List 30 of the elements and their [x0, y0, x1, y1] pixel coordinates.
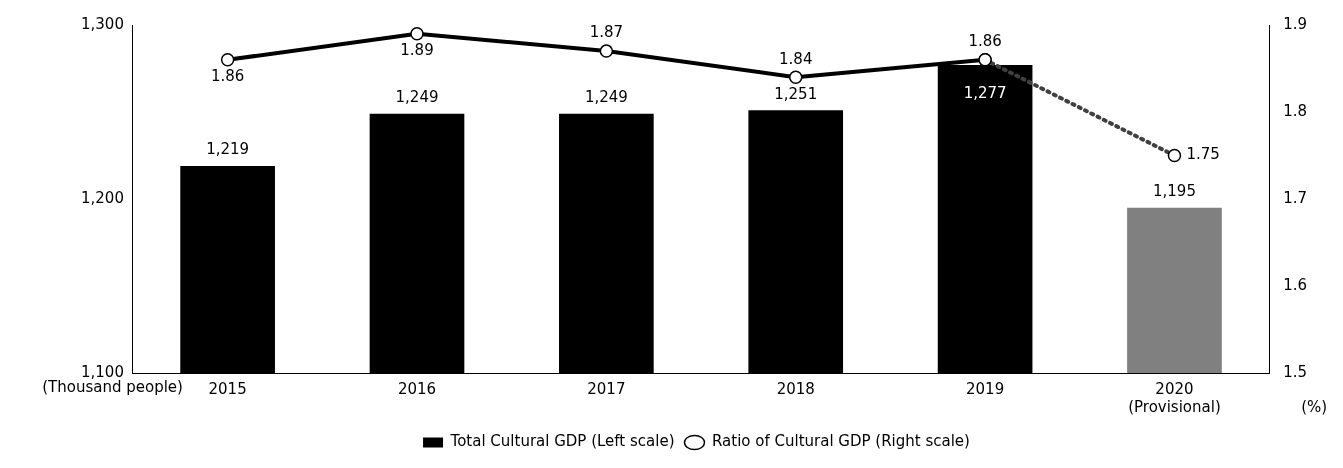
- y-tick-label: 1,200: [80, 188, 124, 207]
- y-axis-title: (Thousand people): [42, 378, 183, 397]
- data-label: 1.75: [1186, 145, 1220, 164]
- x-tick-label: 2018: [776, 379, 815, 398]
- data-label: 1,251: [774, 84, 818, 103]
- y2-tick-label: 1.5: [1283, 362, 1307, 381]
- y-tick-label: 1,300: [80, 14, 124, 33]
- y2-tick-label: 1.7: [1283, 188, 1307, 207]
- y2-tick-label: 1.6: [1283, 275, 1307, 294]
- data-label: 1.86: [210, 67, 245, 86]
- data-label: 1,195: [1152, 182, 1196, 201]
- legend-label: Ratio of Cultural GDP (Right scale): [712, 432, 970, 451]
- data-label: 1.89: [400, 41, 434, 60]
- data-label: 1.87: [589, 23, 624, 42]
- data-label: 1.84: [779, 49, 813, 68]
- y-tick-label: 1,100: [80, 362, 124, 381]
- y2-tick-label: 1.9: [1283, 14, 1307, 33]
- x-tick-label: 2016: [397, 379, 437, 398]
- data-label: 1.86: [968, 32, 1002, 51]
- data-label: 1,277: [963, 84, 1007, 103]
- x-tick-label: 2017: [587, 379, 626, 398]
- x-tick-label: 2019: [966, 379, 1005, 398]
- data-label: 1,219: [206, 140, 250, 159]
- data-label: 1,249: [395, 88, 439, 107]
- y2-tick-label: 1.8: [1283, 101, 1307, 120]
- data-label: 1,249: [584, 88, 628, 107]
- x-tick-label: 2020 (Provisional): [1128, 379, 1221, 416]
- x-tick-label: 2015: [208, 379, 247, 398]
- y2-axis-title: (%): [1301, 398, 1328, 417]
- legend-label: Total Cultural GDP (Left scale): [449, 432, 675, 451]
